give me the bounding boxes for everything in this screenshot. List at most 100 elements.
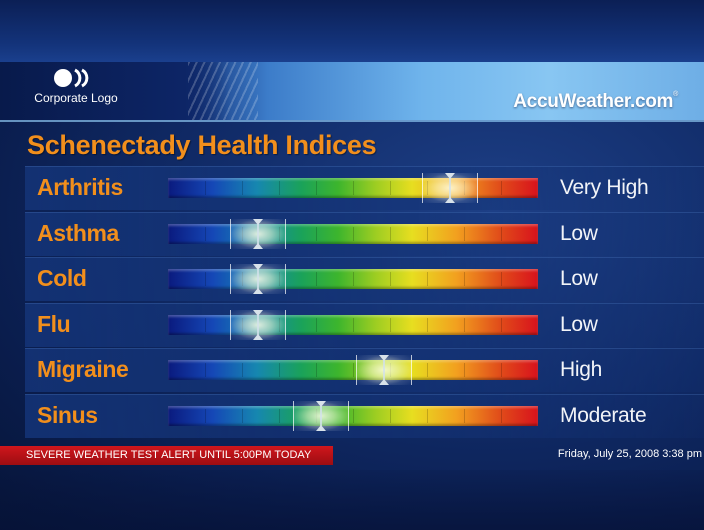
marker-arrow-bot: [252, 333, 263, 340]
gauge-tick: [464, 226, 465, 241]
gauge-tick: [279, 363, 280, 378]
health-index-row: Migraine High: [25, 348, 704, 393]
gauge-marker: [229, 218, 286, 249]
gauge-tick: [464, 272, 465, 287]
health-index-gauge: [168, 401, 538, 431]
health-index-name: Migraine: [37, 356, 129, 383]
health-index-gauge: [168, 218, 538, 249]
gauge-marker: [229, 264, 286, 295]
gauge-tick: [501, 181, 502, 195]
gauge-tick: [427, 409, 428, 423]
gauge-tick: [501, 272, 502, 287]
health-index-gauge: [168, 309, 538, 340]
corporate-logo-icon: [54, 68, 89, 88]
top-band: [0, 0, 704, 62]
health-index-gauge: [168, 264, 538, 295]
marker-needle: [319, 406, 322, 426]
health-index-level: Low: [560, 267, 598, 291]
gauge-tick: [205, 317, 206, 332]
health-index-level: High: [560, 358, 602, 382]
marker-arrow-bot: [445, 197, 456, 203]
gauge-tick: [464, 317, 465, 332]
gauge-tick: [205, 363, 206, 378]
gauge-tick: [464, 409, 465, 423]
gauge-tick: [205, 272, 206, 287]
gauge-tick: [353, 181, 354, 195]
health-index-row: Asthma Low: [25, 211, 704, 256]
gauge-tick: [427, 272, 428, 287]
gauge-tick: [316, 226, 317, 241]
gauge-tick: [353, 317, 354, 332]
health-index-name: Arthritis: [37, 174, 123, 200]
health-index-level: Very High: [560, 176, 649, 199]
header-stripes: [188, 62, 258, 120]
page-title: Schenectady Health Indices: [27, 130, 377, 160]
gauge-tick: [501, 226, 502, 241]
health-index-gauge: [168, 173, 538, 203]
marker-arrow-top: [252, 218, 263, 225]
gauge-tick: [242, 409, 243, 423]
marker-arrow-top: [252, 264, 263, 271]
gauge-tick: [501, 317, 502, 332]
marker-arrow-top: [445, 173, 456, 179]
gauge-tick: [390, 181, 391, 195]
gauge-tick: [501, 409, 502, 423]
gauge-tick: [390, 272, 391, 287]
marker-needle: [256, 314, 259, 335]
gauge-tick: [427, 226, 428, 241]
marker-needle: [449, 178, 452, 198]
gauge-tick: [390, 226, 391, 241]
marker-arrow-top: [252, 309, 263, 316]
header-left-panel: [0, 62, 230, 120]
gauge-tick: [242, 363, 243, 378]
corporate-logo: Corporate Logo: [26, 67, 126, 111]
datetime-label: Friday, July 25, 2008 3:38 pm: [557, 448, 702, 460]
gauge-tick: [501, 363, 502, 378]
marker-arrow-top: [315, 401, 326, 407]
health-index-name: Asthma: [37, 219, 119, 246]
health-index-level: Low: [560, 221, 598, 245]
gauge-tick: [353, 272, 354, 287]
alert-ticker: SEVERE WEATHER TEST ALERT UNTIL 5:00PM T…: [0, 446, 333, 465]
gauge-tick: [353, 226, 354, 241]
marker-arrow-bot: [315, 425, 326, 431]
marker-needle: [382, 360, 385, 381]
gauge-marker: [292, 401, 349, 431]
health-index-name: Flu: [37, 310, 71, 337]
gauge-tick: [279, 181, 280, 195]
marker-needle: [256, 223, 259, 244]
header-divider: [0, 120, 704, 122]
gauge-tick: [279, 409, 280, 423]
health-index-row: Sinus Moderate: [25, 394, 704, 438]
marker-arrow-bot: [252, 242, 263, 249]
header-strip: [0, 62, 704, 120]
gauge-tick: [353, 363, 354, 378]
accuweather-brand-text: AccuWeather.com: [513, 91, 674, 112]
gauge-tick: [205, 409, 206, 423]
health-index-row: Arthritis Very High: [25, 166, 704, 210]
bottom-band: [0, 470, 704, 530]
gauge-marker: [355, 355, 412, 386]
health-index-name: Cold: [37, 265, 87, 292]
gauge-tick: [390, 317, 391, 332]
gauge-marker: [422, 173, 479, 203]
gauge-tick: [316, 181, 317, 195]
gauge-tick: [464, 363, 465, 378]
gauge-tick: [316, 317, 317, 332]
marker-arrow-bot: [378, 379, 389, 386]
gauge-tick: [205, 181, 206, 195]
marker-arrow-bot: [252, 288, 263, 295]
health-index-gauge: [168, 355, 538, 386]
gauge-tick: [353, 409, 354, 423]
health-index-name: Sinus: [37, 402, 98, 428]
health-index-row: Flu Low: [25, 302, 704, 347]
marker-needle: [256, 269, 259, 290]
health-index-row: Cold Low: [25, 257, 704, 302]
gauge-tick: [205, 226, 206, 241]
gauge-tick: [427, 363, 428, 378]
health-index-level: Low: [560, 312, 598, 336]
gauge-tick: [316, 363, 317, 378]
gauge-tick: [242, 181, 243, 195]
gauge-tick: [427, 317, 428, 332]
marker-arrow-top: [378, 355, 389, 362]
